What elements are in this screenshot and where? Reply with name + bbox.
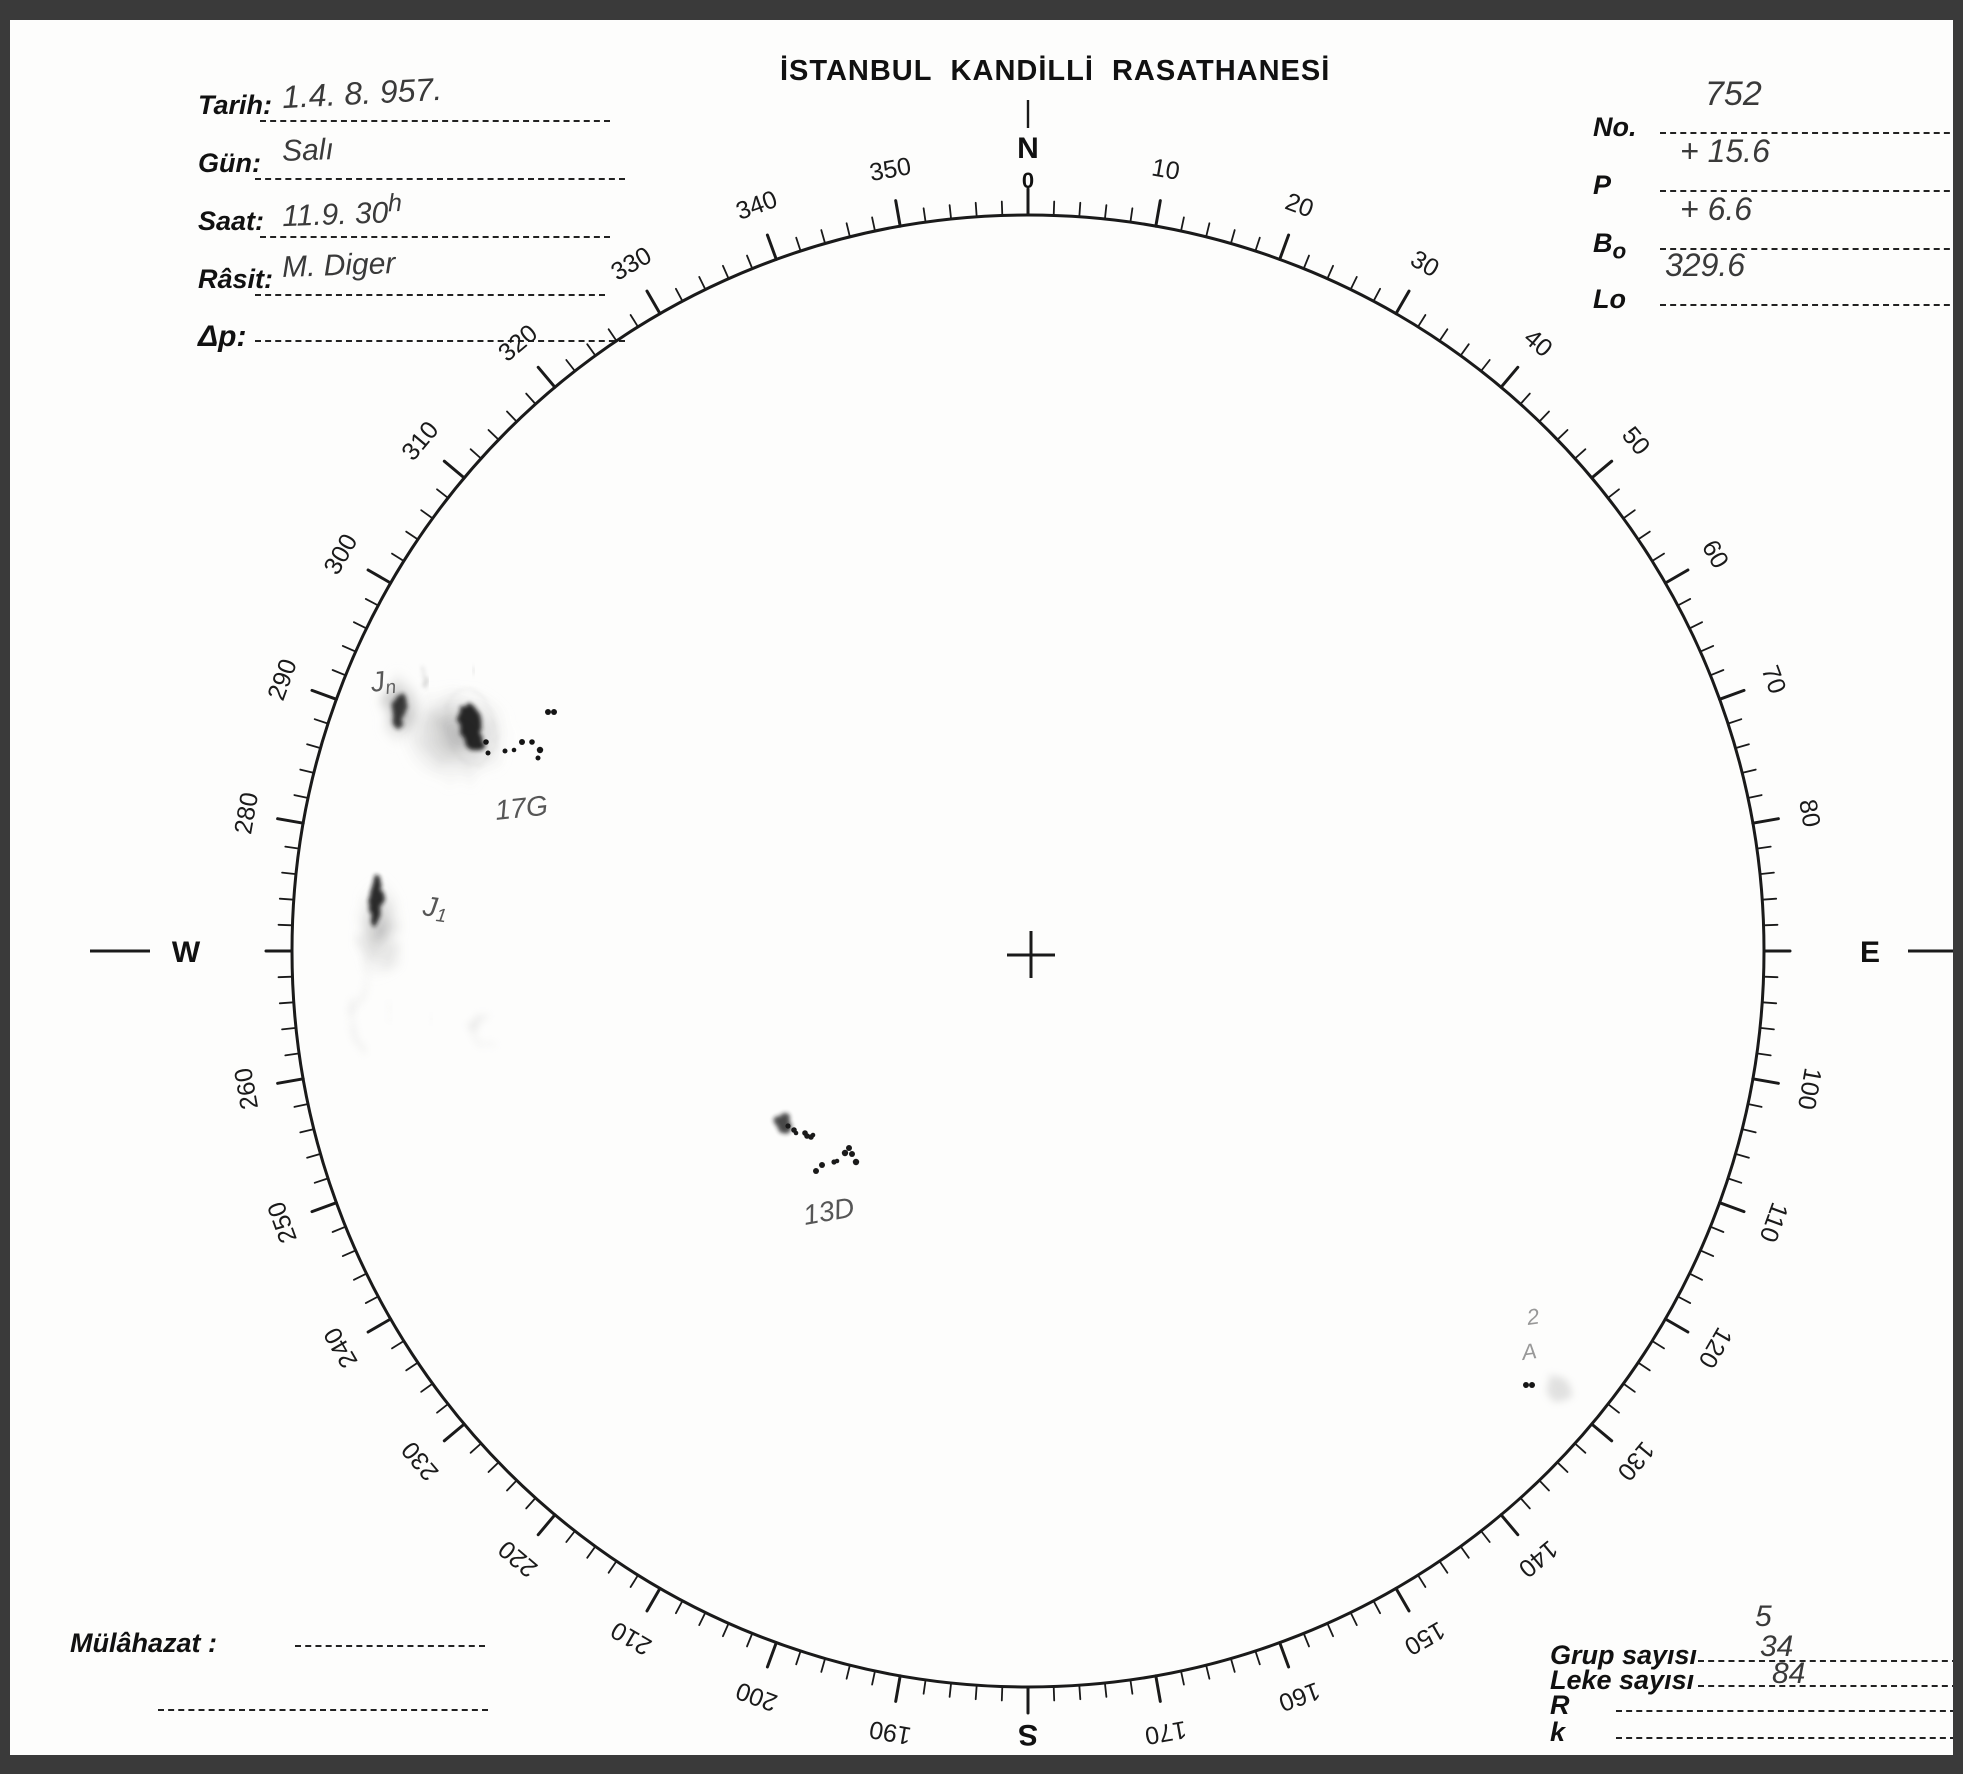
svg-text:0: 0 [1022,168,1034,193]
svg-text:310: 310 [396,416,444,466]
svg-text:N: N [1017,132,1039,165]
svg-text:210: 210 [606,1616,656,1661]
svg-text:20: 20 [1282,188,1318,224]
svg-text:10: 10 [1150,153,1182,185]
svg-text:60: 60 [1696,535,1734,573]
svg-text:2: 2 [1524,1303,1541,1330]
svg-text:50: 50 [1616,421,1655,460]
svg-text:J1: J1 [420,890,450,927]
svg-text:190: 190 [867,1715,913,1750]
svg-text:80: 80 [1793,797,1825,829]
svg-text:13D: 13D [801,1191,857,1230]
svg-text:320: 320 [493,319,543,367]
svg-text:200: 200 [732,1676,781,1717]
svg-text:250: 250 [262,1198,303,1247]
svg-text:280: 280 [229,790,264,836]
svg-text:240: 240 [318,1323,363,1373]
svg-text:220: 220 [493,1535,543,1583]
svg-text:17G: 17G [493,790,549,826]
svg-text:130: 130 [1612,1436,1660,1486]
svg-text:120: 120 [1693,1323,1738,1373]
svg-text:290: 290 [262,655,303,704]
svg-text:330: 330 [606,241,656,286]
svg-text:260: 260 [229,1066,264,1112]
svg-text:170: 170 [1143,1715,1189,1750]
svg-text:S: S [1018,1718,1038,1751]
svg-text:100: 100 [1792,1066,1827,1112]
svg-text:150: 150 [1400,1616,1450,1661]
svg-text:140: 140 [1513,1535,1563,1583]
svg-text:340: 340 [732,185,781,226]
svg-text:350: 350 [867,152,913,187]
svg-text:110: 110 [1754,1199,1794,1246]
svg-text:40: 40 [1518,324,1557,363]
svg-text:70: 70 [1756,662,1792,698]
svg-text:160: 160 [1275,1676,1324,1717]
svg-text:30: 30 [1406,245,1444,283]
svg-text:W: W [172,936,201,969]
svg-text:300: 300 [318,529,363,579]
svg-text:230: 230 [396,1436,444,1486]
svg-text:A: A [1518,1338,1538,1365]
svg-text:E: E [1860,936,1880,969]
